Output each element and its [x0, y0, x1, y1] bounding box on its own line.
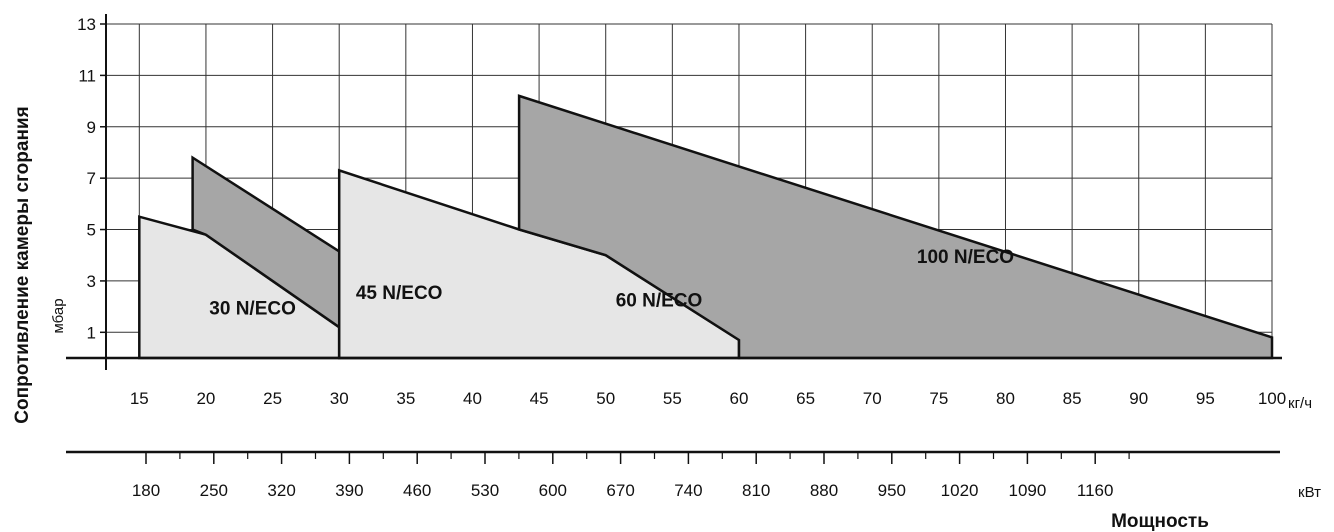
power-tick-label: 740	[674, 481, 702, 500]
x-axis-unit: кг/ч	[1288, 395, 1312, 412]
axes	[66, 14, 1282, 370]
y-axis-title: Сопротивление камеры сгорания	[12, 106, 33, 423]
x-tick-label: 85	[1063, 389, 1082, 408]
power-tick-label: 390	[335, 481, 363, 500]
x-tick-labels: 15 20 25 30 35 40 45 50 55 60 65 70 75 80 85 90 95 100	[130, 389, 1286, 408]
series-areas	[138, 94, 1274, 360]
x-tick-label: 95	[1196, 389, 1215, 408]
x-tick-label: 35	[396, 389, 415, 408]
y-tick-label: 1	[87, 323, 96, 342]
power-tick-label: 530	[471, 481, 499, 500]
y-tick-label: 5	[87, 221, 96, 240]
power-axis: 180 250 320 390 460 530 600 670 740 810 880 950 1020…	[66, 450, 1280, 500]
y-tick-label: 13	[77, 15, 96, 34]
x-tick-label: 50	[596, 389, 615, 408]
power-tick-label: 320	[267, 481, 295, 500]
power-tick-label: 880	[810, 481, 838, 500]
x-tick-label: 100	[1258, 389, 1286, 408]
x-tick-label: 30	[330, 389, 349, 408]
x-tick-label: 20	[196, 389, 215, 408]
power-axis-unit: кВт	[1298, 484, 1321, 501]
x-tick-label: 60	[730, 389, 749, 408]
x-tick-label: 15	[130, 389, 149, 408]
power-tick-label: 670	[606, 481, 634, 500]
y-tick-label: 11	[78, 66, 96, 85]
y-axis-unit: мбар	[50, 298, 67, 333]
power-tick-label: 1160	[1077, 481, 1114, 500]
x-tick-label: 70	[863, 389, 882, 408]
x-tick-label: 75	[929, 389, 948, 408]
series-label-3: 60 N/ECO	[616, 291, 703, 312]
power-tick-label: 180	[132, 481, 160, 500]
power-tick-label: 460	[403, 481, 431, 500]
power-tick-label: 1020	[941, 481, 979, 500]
power-tick-label: 250	[200, 481, 228, 500]
series-labels: 30 N/ECO 45 N/ECO 60 N/ECO 100 N/ECO	[209, 247, 1014, 319]
x-tick-label: 45	[530, 389, 549, 408]
series-label-4: 100 N/ECO	[917, 247, 1014, 268]
y-tick-label: 9	[87, 118, 96, 137]
x-tick-label: 25	[263, 389, 282, 408]
power-tick-label: 810	[742, 481, 770, 500]
power-tick-label: 1090	[1008, 481, 1046, 500]
x-tick-label: 65	[796, 389, 815, 408]
x-tick-label: 55	[663, 389, 682, 408]
x-tick-label: 90	[1129, 389, 1148, 408]
y-tick-label: 7	[87, 169, 96, 188]
y-tick-label: 3	[87, 272, 96, 291]
power-axis-title: Мощность	[1111, 511, 1209, 532]
series-label-2: 45 N/ECO	[356, 283, 443, 304]
power-tick-label: 950	[878, 481, 906, 500]
power-tick-label: 600	[539, 481, 567, 500]
x-tick-label: 80	[996, 389, 1015, 408]
series-label-1: 30 N/ECO	[209, 298, 296, 319]
x-tick-label: 40	[463, 389, 482, 408]
